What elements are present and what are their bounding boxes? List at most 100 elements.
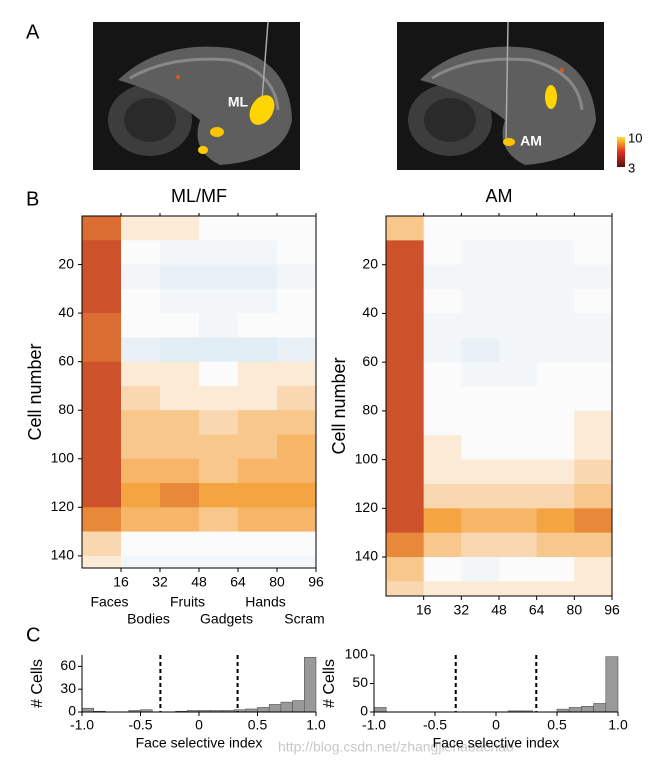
x-tick-label: -1.0 <box>362 717 386 733</box>
heat-cell <box>199 240 239 265</box>
heat-cell <box>82 216 122 241</box>
y-tick-label: 100 <box>345 646 369 662</box>
heat-cell <box>386 532 424 558</box>
heat-cell <box>277 313 317 338</box>
category-label: Scram <box>284 611 324 627</box>
x-tick-label: 32 <box>152 574 168 590</box>
heat-cell <box>277 240 317 265</box>
heat-cell <box>199 337 239 362</box>
heat-cell <box>121 313 161 338</box>
heat-cell <box>238 410 278 435</box>
heat-cell <box>160 361 200 387</box>
heat-cell <box>386 483 424 509</box>
heat-cell <box>499 386 537 412</box>
heat-cell <box>536 532 575 558</box>
brain-image: ML <box>93 21 300 170</box>
heat-cell <box>199 385 239 411</box>
heat-cell <box>423 483 462 509</box>
heat-cell <box>574 216 613 241</box>
heat-cell <box>461 386 500 412</box>
heat-cell <box>386 362 424 387</box>
heat-cell <box>499 337 537 363</box>
category-label: Gadgets <box>200 611 253 627</box>
y-tick-label: 30 <box>60 680 76 696</box>
heat-cell <box>499 362 537 387</box>
heat-cell <box>574 581 613 597</box>
heat-cell <box>160 555 200 569</box>
category-label: Fruits <box>170 594 205 610</box>
heat-cell <box>160 410 200 435</box>
y-tick-label: 60 <box>60 657 76 673</box>
heat-cell <box>386 435 424 460</box>
heat-cell <box>121 531 161 557</box>
x-tick-label: 0.5 <box>547 717 567 733</box>
heat-cell <box>238 337 278 362</box>
heat-cell <box>574 386 613 412</box>
heat-cell <box>82 507 122 532</box>
heat-cell <box>461 337 500 363</box>
heat-cell <box>199 555 239 569</box>
heat-cell <box>574 532 613 558</box>
heat-cell <box>461 362 500 387</box>
heat-cell <box>423 581 462 597</box>
heat-cell <box>386 410 424 436</box>
heat-cell <box>423 532 462 558</box>
heat-cell <box>574 264 613 290</box>
heat-cell <box>199 313 239 338</box>
heat-cell <box>499 435 537 460</box>
heat-cell <box>461 240 500 266</box>
heat-cell <box>574 289 613 314</box>
y-tick-label: 60 <box>58 352 74 368</box>
heat-cell <box>277 531 317 557</box>
heat-cell <box>423 216 462 241</box>
heat-cell <box>121 361 161 387</box>
heat-cell <box>160 434 200 460</box>
heat-cell <box>238 264 278 290</box>
heat-cell <box>277 337 317 362</box>
category-label: Faces <box>90 594 128 610</box>
panel-letter: B <box>26 188 39 210</box>
category-label: Bodies <box>127 611 170 627</box>
x-tick-label: 0 <box>195 717 203 733</box>
heat-cell <box>461 508 500 533</box>
heat-cell <box>499 459 537 485</box>
heat-cell <box>499 532 537 558</box>
heat-cell <box>160 458 200 484</box>
heat-cell <box>199 531 239 557</box>
heat-cell <box>386 313 424 339</box>
y-tick-label: 120 <box>355 499 379 515</box>
heat-cell <box>499 264 537 290</box>
heat-cell <box>536 508 575 533</box>
heat-cell <box>238 483 278 508</box>
heat-cell <box>82 337 122 362</box>
heat-cell <box>199 410 239 435</box>
heat-cell <box>423 362 462 387</box>
heat-cell <box>423 410 462 436</box>
heat-cell <box>461 264 500 290</box>
histogram-bar <box>280 701 293 713</box>
x-tick-label: 96 <box>604 602 620 618</box>
heat-cell <box>199 288 239 314</box>
colorbar-tick-label: 3 <box>628 160 635 175</box>
heat-cell <box>423 313 462 339</box>
heat-cell <box>574 362 613 387</box>
heat-cell <box>82 458 122 484</box>
watermark: http://blog.csdn.net/zhangjiehaoachao <box>278 739 514 755</box>
heat-cell <box>82 483 122 508</box>
x-tick-label: 48 <box>491 602 507 618</box>
heat-cell <box>499 483 537 509</box>
heat-cell <box>386 216 424 241</box>
y-tick-label: 80 <box>362 402 378 418</box>
heat-cell <box>199 216 239 241</box>
heat-cell <box>277 264 317 290</box>
heat-cell <box>386 337 424 363</box>
histogram-bar <box>268 704 282 713</box>
heat-cell <box>461 459 500 485</box>
heat-cell <box>238 507 278 532</box>
heat-cell <box>82 240 122 265</box>
y-axis-label: Cell number <box>25 343 45 440</box>
heat-cell <box>238 458 278 484</box>
heat-cell <box>536 264 575 290</box>
heat-cell <box>536 313 575 339</box>
heat-cell <box>121 410 161 435</box>
